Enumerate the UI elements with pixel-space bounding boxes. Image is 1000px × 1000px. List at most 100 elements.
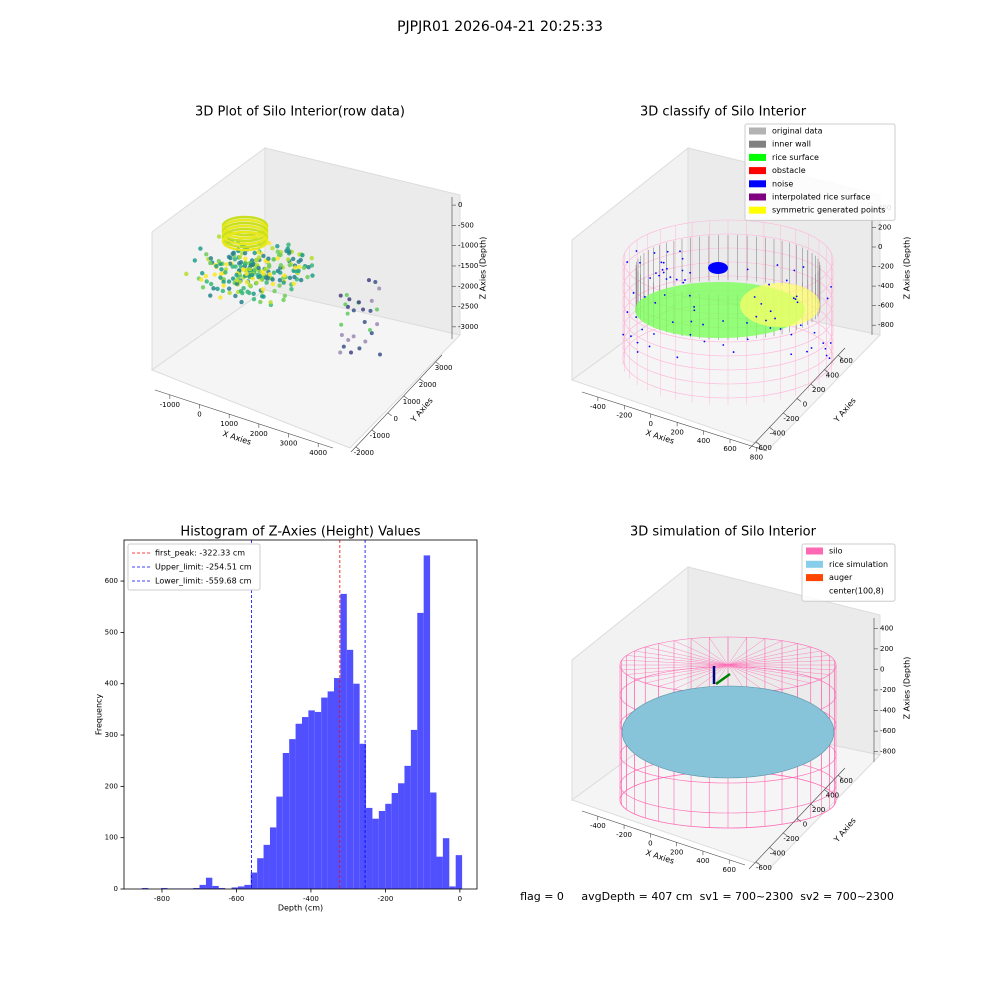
decor-point bbox=[212, 272, 218, 277]
y-tick-label: 100 bbox=[105, 834, 118, 842]
x-tick-label: -600 bbox=[229, 895, 245, 903]
decor-point bbox=[267, 272, 272, 277]
decor-point bbox=[648, 345, 651, 348]
decor-point bbox=[227, 261, 233, 266]
decor-point bbox=[828, 357, 831, 360]
decor-silo bbox=[626, 655, 729, 666]
legend-label: interpolated rice surface bbox=[772, 193, 870, 202]
decor-point bbox=[233, 293, 238, 299]
decor-silo bbox=[727, 655, 830, 666]
decor-point bbox=[790, 353, 793, 356]
x-tick-label: 1000 bbox=[220, 420, 238, 428]
x-tick-label: 0 bbox=[648, 840, 652, 848]
decor-point bbox=[794, 298, 797, 301]
decor-point bbox=[300, 252, 305, 258]
bar bbox=[141, 887, 149, 889]
decor-point bbox=[226, 286, 232, 291]
bar bbox=[449, 886, 456, 889]
bar bbox=[404, 765, 411, 889]
decor-point bbox=[806, 350, 808, 353]
bar bbox=[263, 844, 270, 889]
decor-point bbox=[241, 267, 246, 272]
y-tick-label: 400 bbox=[826, 792, 839, 800]
decor-point bbox=[293, 265, 298, 270]
y-tick-label: -400 bbox=[770, 429, 786, 437]
decor-point bbox=[291, 281, 296, 286]
decor-point bbox=[208, 281, 214, 287]
bar bbox=[289, 739, 296, 889]
y-tick-label: -1000 bbox=[370, 432, 390, 440]
decor-point bbox=[702, 323, 704, 326]
decor-point bbox=[218, 295, 223, 300]
decor-point bbox=[746, 268, 749, 271]
decor-point bbox=[632, 292, 635, 294]
decor-point bbox=[373, 280, 378, 285]
y-tick-mark bbox=[824, 369, 829, 373]
decor-point bbox=[251, 296, 257, 302]
decor-point bbox=[310, 273, 315, 278]
decor-point bbox=[722, 344, 725, 346]
decor-point bbox=[218, 271, 224, 277]
decor-point bbox=[361, 307, 366, 312]
decor-point bbox=[679, 250, 681, 253]
decor-point bbox=[693, 306, 696, 308]
y-tick-mark bbox=[810, 803, 815, 808]
bar bbox=[327, 691, 335, 889]
legend-swatch bbox=[806, 560, 823, 568]
decor-silo bbox=[626, 664, 729, 675]
decor-point bbox=[216, 258, 222, 264]
decor-point bbox=[249, 272, 255, 278]
y-tick-label: 200 bbox=[105, 782, 118, 790]
z-tick-label: -1000 bbox=[458, 242, 478, 250]
decor-point bbox=[237, 279, 243, 284]
legend-label: center(100,8) bbox=[829, 586, 884, 595]
y-tick-label: 0 bbox=[803, 401, 807, 409]
decor-silo bbox=[727, 650, 822, 666]
x-tick-label: 200 bbox=[670, 428, 683, 436]
y-tick-label: 400 bbox=[826, 372, 839, 380]
decor-point bbox=[690, 320, 693, 323]
legend-box bbox=[801, 543, 896, 602]
decor-point bbox=[765, 319, 767, 322]
bar bbox=[231, 887, 238, 889]
decor-point bbox=[264, 280, 269, 285]
decor-point bbox=[200, 271, 205, 276]
decor-point bbox=[813, 331, 816, 334]
z-tick-label: -2500 bbox=[458, 303, 478, 311]
bar bbox=[366, 807, 373, 889]
bar bbox=[321, 697, 328, 889]
decor-point bbox=[251, 291, 256, 296]
decor-point bbox=[254, 258, 259, 263]
decor-point bbox=[639, 261, 641, 264]
z-tick-label: -600 bbox=[880, 727, 896, 735]
decor-point bbox=[254, 280, 259, 285]
decor-point bbox=[289, 287, 294, 292]
decor-point bbox=[256, 255, 262, 260]
decor-point bbox=[306, 264, 311, 270]
decor-point bbox=[211, 286, 216, 291]
chart-title: 3D classify of Silo Interior bbox=[640, 105, 807, 120]
decor-point bbox=[626, 261, 629, 263]
decor-point bbox=[234, 272, 239, 278]
decor-point bbox=[779, 328, 782, 330]
z-tick-label: -200 bbox=[878, 263, 894, 271]
decor-point bbox=[204, 252, 209, 257]
decor-point bbox=[665, 278, 668, 280]
decor-silo bbox=[709, 637, 729, 666]
legend-label: rice surface bbox=[772, 153, 819, 162]
decor-point bbox=[309, 255, 314, 261]
decor-point bbox=[641, 328, 644, 331]
decor-point bbox=[636, 351, 639, 353]
decor-point bbox=[270, 277, 275, 282]
bar bbox=[334, 678, 341, 889]
bar bbox=[417, 612, 424, 889]
x-axis-label: Depth (cm) bbox=[278, 904, 323, 913]
bar bbox=[237, 886, 245, 889]
decor-point bbox=[666, 267, 668, 270]
bar bbox=[391, 793, 399, 889]
z-axis-label: Z Axies (Depth) bbox=[903, 657, 912, 720]
decor-point bbox=[260, 269, 265, 274]
decor-point bbox=[268, 300, 273, 305]
bar bbox=[250, 872, 258, 889]
decor-point bbox=[802, 266, 805, 268]
